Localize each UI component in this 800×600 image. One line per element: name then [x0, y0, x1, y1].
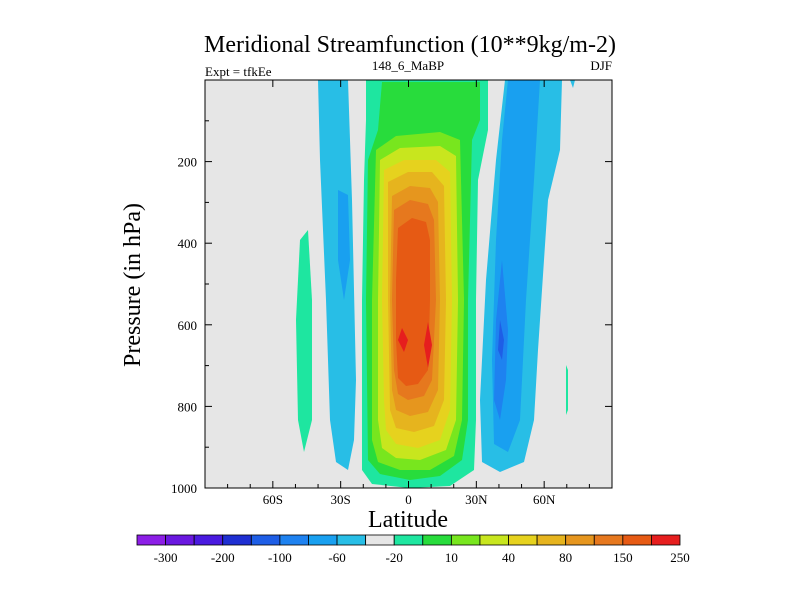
colorbar-label: 250: [670, 550, 690, 565]
colorbar-swatch: [422, 534, 452, 546]
contour-south-weak: [296, 230, 312, 452]
colorbar-swatch: [651, 534, 681, 546]
plot-area: [204, 79, 613, 489]
y-tick-label: 400: [178, 236, 198, 251]
contour-south-outer: [318, 80, 356, 470]
colorbar-label: -60: [328, 550, 345, 565]
colorbar-swatch: [193, 534, 224, 546]
colorbar-swatch: [479, 534, 509, 546]
x-tick-label: 30N: [465, 492, 488, 507]
colorbar-swatch: [565, 534, 595, 546]
x-tick-label: 60N: [533, 492, 556, 507]
contour-south-inner: [338, 190, 350, 300]
contour-level-max: [398, 322, 432, 368]
contour-north-core: [498, 320, 504, 360]
contour-speck-2: [566, 365, 568, 415]
colorbar-swatch: [308, 534, 338, 546]
colorbar-swatch: [393, 534, 424, 546]
colorbar-swatch: [279, 534, 309, 546]
colorbar: -300 -200 -100 -60 -20 10 40 80 150 250: [136, 534, 690, 565]
colorbar-label: 150: [613, 550, 633, 565]
colorbar-label: -200: [211, 550, 235, 565]
colorbar-swatch: [222, 534, 252, 546]
colorbar-swatch: [536, 534, 567, 546]
axes: 60S 30S 0 30N 60N 200 400 600 800 1000: [171, 80, 612, 507]
colorbar-label: -100: [268, 550, 292, 565]
colorbar-label: -20: [386, 550, 403, 565]
x-tick-label: 0: [405, 492, 412, 507]
colorbar-swatch: [365, 534, 395, 546]
subtitle-right: DJF: [590, 58, 612, 73]
y-tick-label: 800: [178, 399, 198, 414]
colorbar-swatch: [622, 534, 652, 546]
y-axis-label: Pressure (in hPa): [120, 203, 146, 367]
contour-level-250c: [396, 218, 430, 386]
x-axis-label: Latitude: [368, 507, 448, 533]
colorbar-label: -300: [154, 550, 178, 565]
colorbar-swatch: [336, 534, 367, 546]
y-tick-label: 600: [178, 318, 198, 333]
colorbar-swatch: [165, 534, 195, 546]
colorbar-swatch: [250, 534, 281, 546]
colorbar-label: 80: [559, 550, 572, 565]
colorbar-label: 40: [502, 550, 515, 565]
colorbar-swatch: [508, 534, 538, 546]
contour-speck: [570, 80, 575, 88]
y-tick-label: 1000: [171, 481, 197, 496]
subtitle-left: Expt = tfkEe: [205, 64, 272, 79]
colorbar-swatch: [593, 534, 624, 546]
colorbar-swatch: [136, 534, 166, 546]
subtitle-center: 148_6_MaBP: [372, 58, 444, 73]
x-tick-label: 60S: [263, 492, 283, 507]
chart-title: Meridional Streamfunction (10**9kg/m-2): [204, 32, 616, 58]
contour-fills: [296, 80, 575, 488]
colorbar-label: 10: [445, 550, 458, 565]
y-tick-label: 200: [178, 155, 198, 170]
colorbar-swatch: [450, 534, 481, 546]
x-tick-label: 30S: [331, 492, 351, 507]
